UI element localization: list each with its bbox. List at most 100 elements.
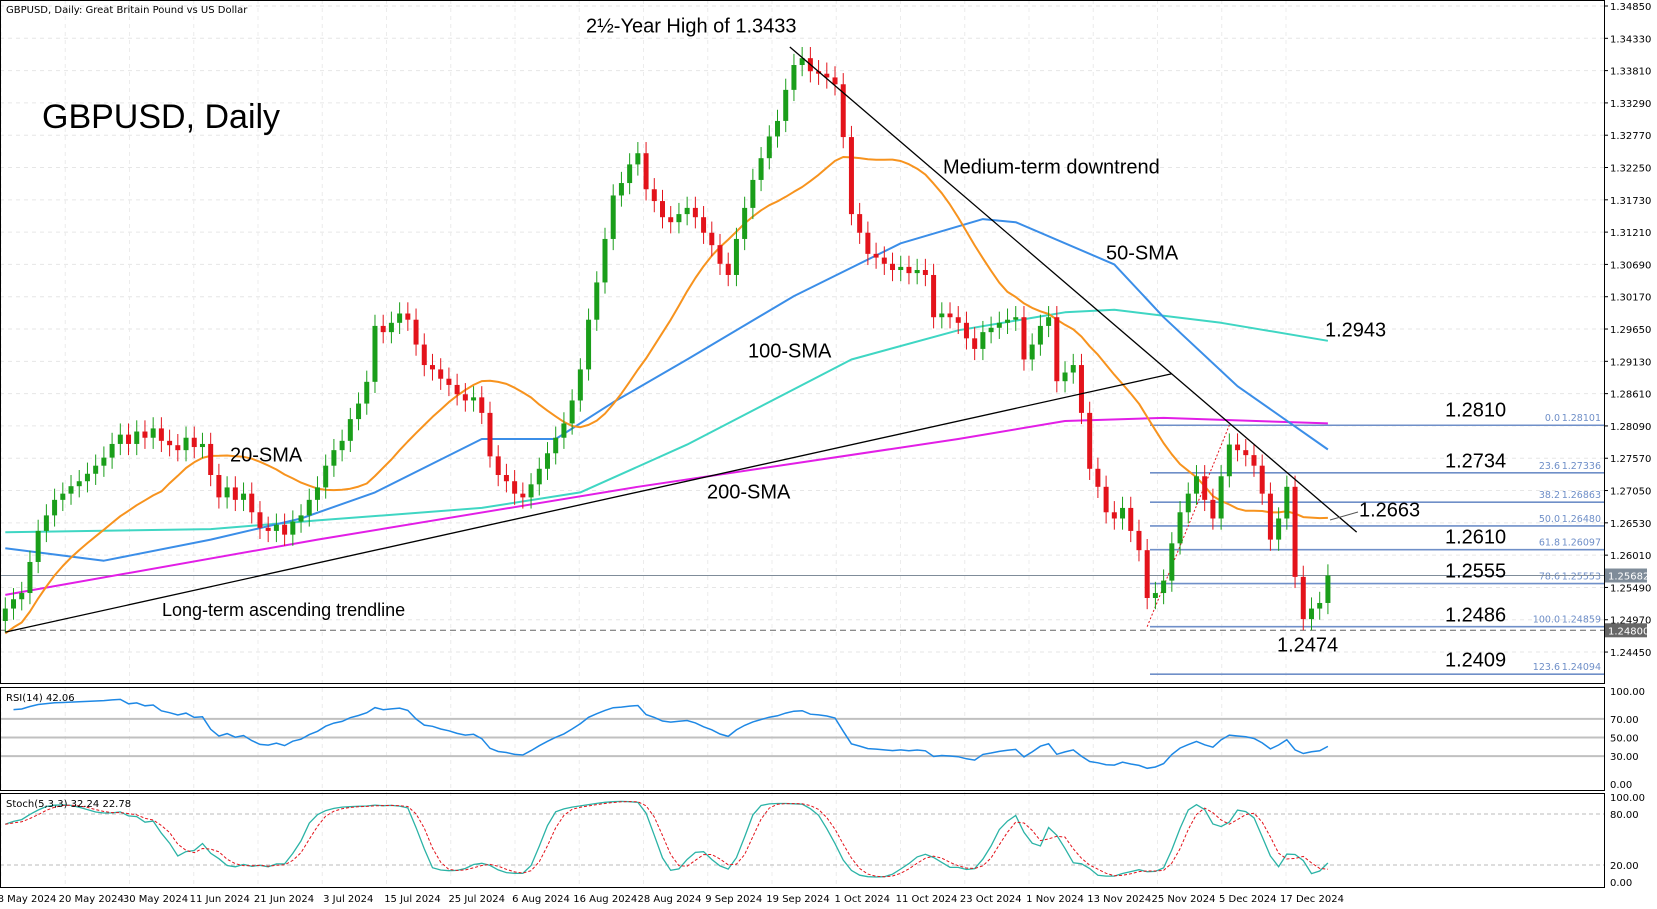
fib-level-pct: 38.2 (1539, 490, 1560, 501)
level-1.2486: 1.2486 (1445, 604, 1506, 626)
candle-body (158, 428, 164, 441)
candle-body (906, 266, 912, 274)
candle-body (93, 465, 99, 474)
candle-body (1169, 543, 1175, 581)
candle-body (438, 369, 444, 379)
candle-body (832, 77, 838, 85)
fib-level-pct: 61.8 (1539, 538, 1560, 549)
rsi-label: RSI(14) 42.06 (6, 693, 75, 704)
candle-body (405, 313, 411, 320)
stoch-panel-border (0, 793, 1605, 888)
candle-body (577, 369, 583, 401)
candle-body (840, 84, 846, 138)
last-price-box (1605, 568, 1647, 583)
candle-body (536, 468, 542, 485)
rsi-tick-label: 100.00 (1610, 687, 1645, 698)
candle-body (660, 201, 665, 218)
candle-body (479, 397, 485, 413)
date-tick-label: 1 Nov 2024 (1026, 894, 1084, 905)
candle-body (881, 257, 887, 264)
sma200-line (5, 416, 1328, 596)
fib-level-price: 1.26863 (1562, 490, 1601, 501)
candle-body (150, 428, 156, 438)
candle-body (397, 313, 403, 323)
price-tick-label: 1.28610 (1610, 390, 1651, 401)
candle-body (963, 322, 969, 339)
fib-level-pct: 100.0 (1533, 615, 1560, 626)
candle-body (273, 524, 279, 531)
stoch-tick-label: 0.00 (1610, 878, 1632, 889)
candle-body (1013, 317, 1019, 320)
candle-body (873, 253, 879, 258)
fib-level-pct: 50.0 (1539, 514, 1560, 525)
pointer-1.2663 (1329, 511, 1359, 521)
date-tick-label: 30 May 2024 (123, 894, 188, 905)
candle-body (1095, 468, 1101, 487)
fib-level-price: 1.26097 (1562, 538, 1601, 549)
candle-body (134, 431, 140, 444)
candle-body (791, 65, 797, 90)
candle-body (471, 397, 477, 401)
candle-body (898, 266, 904, 271)
candle-body (60, 493, 66, 500)
candle-body (980, 332, 986, 349)
price-tick-label: 1.25490 (1610, 583, 1651, 594)
candle-body (528, 484, 534, 498)
candle-body (775, 120, 781, 137)
last-price-label: 1.25682 (1608, 572, 1649, 583)
candle-body (429, 365, 435, 370)
stoch-signal-line (5, 801, 1328, 878)
price-tick-label: 1.27050 (1610, 487, 1651, 498)
price-tick-label: 1.24970 (1610, 616, 1651, 627)
sma20-line (4, 156, 1328, 635)
candle-body (1136, 530, 1142, 551)
candle-body (249, 493, 255, 513)
indicators (0, 698, 1604, 878)
candle-body (388, 322, 394, 333)
candle-body (742, 207, 748, 239)
candle-body (914, 270, 920, 274)
level-1.2734: 1.2734 (1445, 450, 1506, 472)
candle-body (1235, 444, 1241, 451)
candle-body (1177, 512, 1183, 544)
fib-level-price: 1.24094 (1562, 662, 1601, 673)
candle-body (725, 263, 731, 275)
candle-body (1267, 493, 1273, 540)
candle-body (1103, 486, 1109, 513)
candle-body (167, 440, 173, 446)
candle-body (1210, 499, 1216, 519)
candle-body (651, 189, 657, 202)
main-panel-border (0, 0, 1605, 684)
price-tick-label: 1.34850 (1610, 2, 1651, 13)
candle-body (323, 465, 329, 488)
candle-body (446, 378, 452, 385)
candle-body (298, 515, 304, 522)
candle-body (783, 89, 789, 121)
candle-body (848, 137, 854, 215)
candle-body (1317, 602, 1323, 609)
candle-body (1185, 493, 1191, 513)
candle-body (750, 179, 756, 208)
rsi-tick-label: 50.00 (1610, 734, 1639, 745)
date-tick-label: 23 Oct 2024 (960, 894, 1022, 905)
candle-body (257, 512, 263, 528)
candle-body (175, 445, 181, 451)
candle-body (594, 282, 600, 320)
sma20-label: 20-SMA (230, 444, 303, 466)
candle-body (43, 515, 49, 531)
ascending-trendline-label: Long-term ascending trendline (162, 600, 405, 620)
high-label: 2½-Year High of 1.3433 (586, 15, 797, 37)
candle-body (692, 207, 698, 218)
candle-body (76, 481, 82, 487)
rsi-panel-border (0, 687, 1605, 791)
candle-body (208, 443, 214, 476)
date-tick-label: 3 Jul 2024 (323, 894, 373, 905)
candle-body (1300, 576, 1306, 620)
level-1.2810: 1.2810 (1445, 399, 1506, 421)
date-tick-label: 1 Oct 2024 (835, 894, 890, 905)
date-tick-label: 25 Nov 2024 (1151, 894, 1215, 905)
date-tick-label: 21 Jun 2024 (254, 894, 314, 905)
candle-body (84, 473, 90, 482)
candle-body (52, 499, 58, 516)
sma100-line (5, 308, 1329, 534)
